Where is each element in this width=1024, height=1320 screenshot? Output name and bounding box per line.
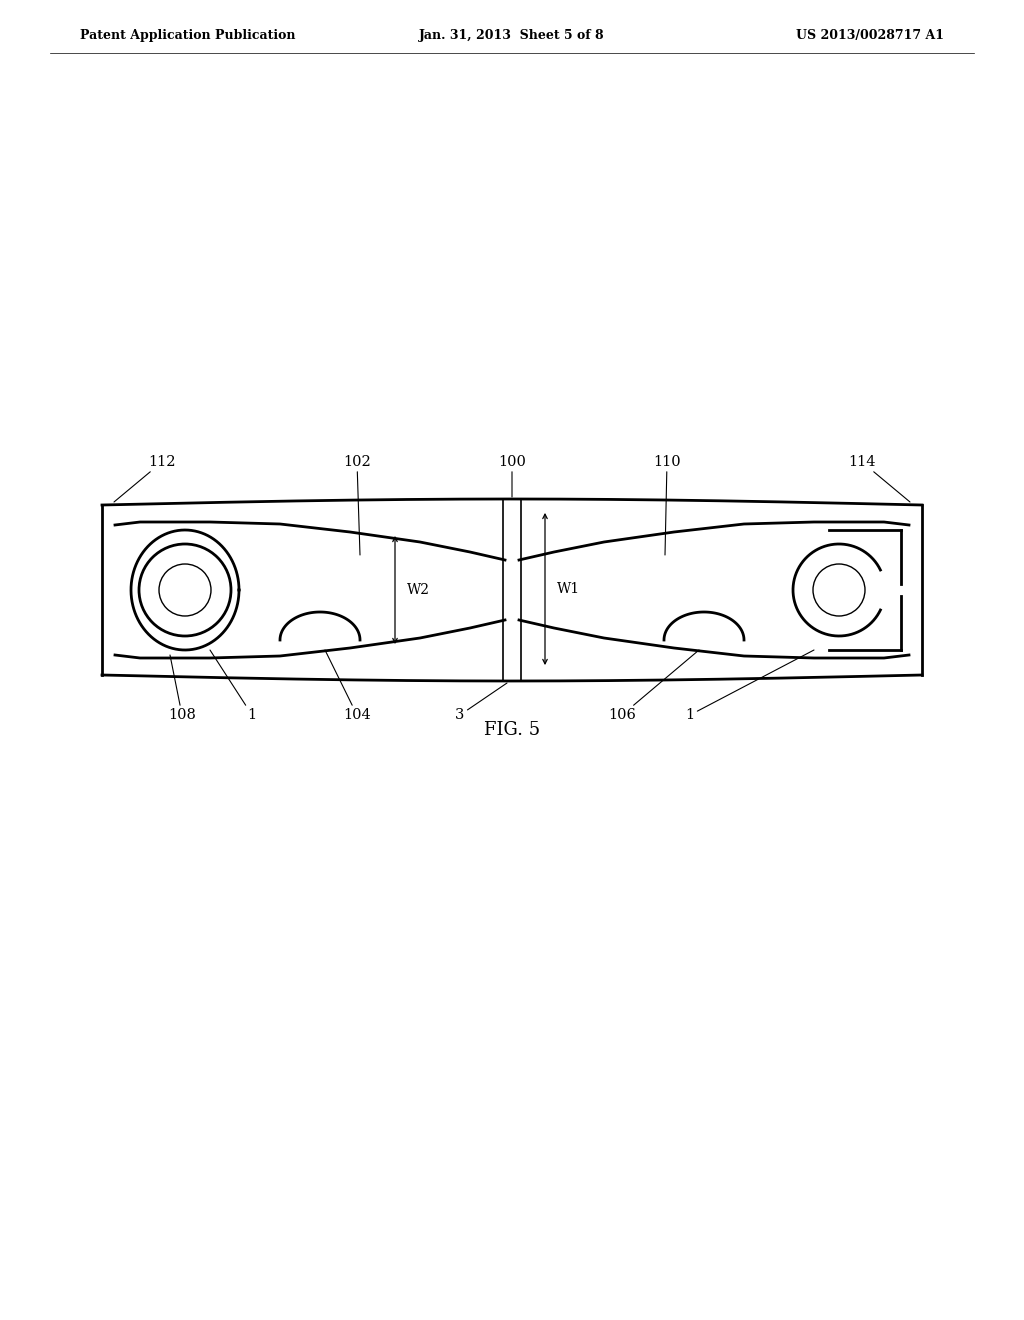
Text: 1: 1 [685,649,814,722]
Text: 100: 100 [498,455,526,498]
Text: 1: 1 [210,649,257,722]
Text: 104: 104 [325,649,371,722]
Text: Patent Application Publication: Patent Application Publication [80,29,296,41]
Text: 102: 102 [343,455,371,554]
Text: 106: 106 [608,649,699,722]
Text: 108: 108 [168,655,196,722]
Text: 110: 110 [653,455,681,554]
Text: 114: 114 [848,455,910,502]
Text: W1: W1 [557,582,581,597]
Text: FIG. 5: FIG. 5 [484,721,540,739]
Text: 112: 112 [114,455,176,502]
Text: W2: W2 [407,583,430,597]
Text: 3: 3 [456,682,507,722]
Text: US 2013/0028717 A1: US 2013/0028717 A1 [796,29,944,41]
Text: Jan. 31, 2013  Sheet 5 of 8: Jan. 31, 2013 Sheet 5 of 8 [419,29,605,41]
